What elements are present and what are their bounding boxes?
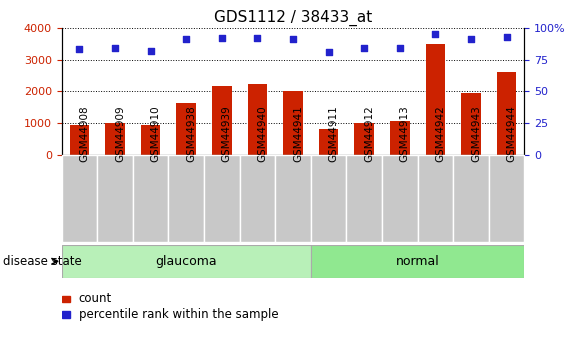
Bar [390, 121, 410, 155]
Point [288, 36, 298, 42]
FancyBboxPatch shape [275, 155, 311, 242]
Point [466, 36, 476, 42]
Bar [461, 93, 481, 155]
Point [182, 36, 191, 42]
Title: GDS1112 / 38433_at: GDS1112 / 38433_at [214, 10, 372, 26]
Bar [248, 84, 267, 155]
FancyBboxPatch shape [311, 155, 346, 242]
FancyBboxPatch shape [418, 155, 453, 242]
Text: GSM44942: GSM44942 [435, 106, 445, 162]
Text: GSM44941: GSM44941 [293, 106, 303, 162]
Bar [176, 102, 196, 155]
Bar [212, 86, 231, 155]
Text: percentile rank within the sample: percentile rank within the sample [79, 308, 278, 321]
Bar [497, 72, 516, 155]
FancyBboxPatch shape [489, 155, 524, 242]
FancyBboxPatch shape [62, 245, 311, 278]
Text: GSM44944: GSM44944 [507, 106, 517, 162]
Point [253, 35, 262, 41]
Bar [70, 125, 89, 155]
FancyBboxPatch shape [311, 245, 524, 278]
FancyBboxPatch shape [168, 155, 204, 242]
Text: count: count [79, 293, 112, 305]
Text: normal: normal [396, 255, 440, 268]
Bar [62, 296, 70, 302]
Text: GSM44940: GSM44940 [257, 106, 267, 162]
Bar [62, 312, 70, 318]
Text: GSM44913: GSM44913 [400, 106, 410, 162]
FancyBboxPatch shape [346, 155, 382, 242]
Text: GSM44938: GSM44938 [186, 106, 196, 162]
FancyBboxPatch shape [97, 155, 133, 242]
Point [360, 45, 369, 51]
FancyBboxPatch shape [240, 155, 275, 242]
Point [146, 48, 155, 53]
Point [74, 47, 84, 52]
FancyBboxPatch shape [204, 155, 240, 242]
Bar [105, 123, 125, 155]
Text: GSM44912: GSM44912 [364, 106, 374, 162]
Text: GSM44910: GSM44910 [151, 106, 161, 162]
Text: GSM44939: GSM44939 [222, 106, 232, 162]
Point [431, 31, 440, 37]
Bar [141, 125, 161, 155]
Text: glaucoma: glaucoma [155, 255, 217, 268]
Text: GSM44943: GSM44943 [471, 106, 481, 162]
Bar [283, 91, 303, 155]
FancyBboxPatch shape [133, 155, 168, 242]
Point [502, 34, 512, 39]
Point [110, 45, 120, 51]
Bar [425, 43, 445, 155]
Point [217, 35, 226, 41]
Point [324, 49, 333, 55]
FancyBboxPatch shape [62, 155, 97, 242]
Text: GSM44909: GSM44909 [115, 106, 125, 162]
Text: GSM44908: GSM44908 [79, 106, 89, 162]
Point [395, 45, 404, 51]
Bar [355, 123, 374, 155]
Text: disease state: disease state [3, 255, 81, 268]
FancyBboxPatch shape [382, 155, 418, 242]
Text: GSM44911: GSM44911 [329, 106, 339, 162]
FancyBboxPatch shape [453, 155, 489, 242]
Bar [319, 129, 338, 155]
